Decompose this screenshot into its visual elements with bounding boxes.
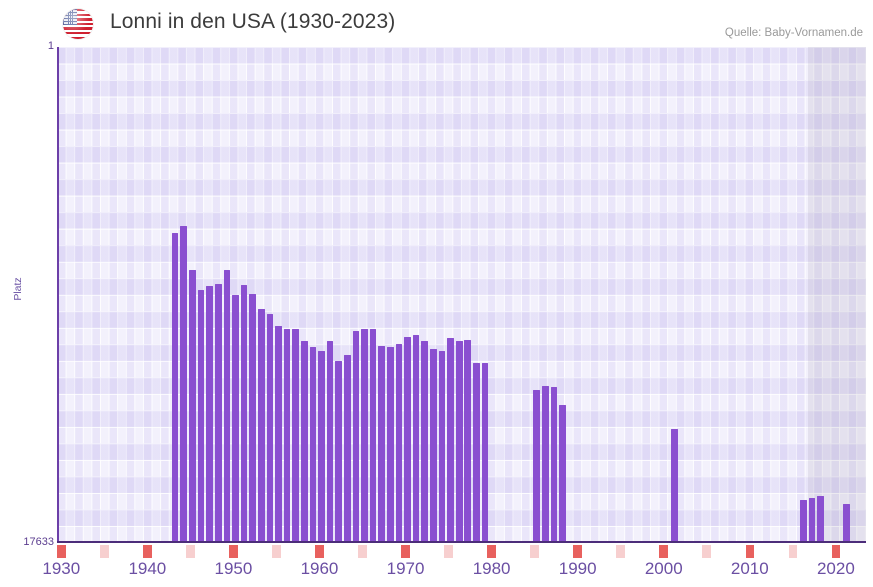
plot-gridlines xyxy=(57,47,866,543)
x-axis-label-2010: 2010 xyxy=(730,559,769,578)
x-tick-1980 xyxy=(487,545,496,558)
x-tick-1990 xyxy=(573,545,582,558)
bar-1959[interactable] xyxy=(309,346,317,543)
bar-1971[interactable] xyxy=(412,335,420,543)
bar-1967[interactable] xyxy=(378,346,386,543)
bar-1960[interactable] xyxy=(318,351,325,543)
bar-1965[interactable] xyxy=(361,329,368,543)
x-tick-1950 xyxy=(229,545,238,558)
bar-1952[interactable] xyxy=(249,293,256,543)
x-tick-1975 xyxy=(444,545,453,558)
source-label: Quelle: Baby-Vornamen.de xyxy=(724,27,863,39)
x-axis-label-1980: 1980 xyxy=(472,559,511,578)
bar-1973[interactable] xyxy=(430,349,437,543)
x-tick-2010 xyxy=(745,545,755,558)
bar-1976[interactable] xyxy=(455,341,463,543)
x-axis-label-1950: 1950 xyxy=(214,559,253,578)
x-axis-label-1970: 1970 xyxy=(386,559,425,578)
bar-1954[interactable] xyxy=(266,314,274,543)
bar-2018[interactable] xyxy=(817,495,824,543)
bar-1945[interactable] xyxy=(189,270,196,543)
bar-1986[interactable] xyxy=(541,386,549,543)
x-tick-1945 xyxy=(186,545,195,558)
bar-1958[interactable] xyxy=(300,340,308,543)
x-tick-2020 xyxy=(831,545,841,558)
x-axis-label-2020: 2020 xyxy=(816,559,855,578)
x-tick-1955 xyxy=(272,545,281,558)
bar-1968[interactable] xyxy=(387,346,394,543)
bar-series[interactable] xyxy=(57,47,866,543)
x-tick-1985 xyxy=(530,545,539,558)
bar-1977[interactable] xyxy=(464,340,472,543)
bar-1956[interactable] xyxy=(283,329,291,543)
bar-1969[interactable] xyxy=(395,343,403,543)
bar-1975[interactable] xyxy=(447,337,454,543)
bar-1953[interactable] xyxy=(257,309,265,543)
x-tick-1960 xyxy=(315,545,324,558)
x-axis-label-2000: 2000 xyxy=(644,559,683,578)
y-axis-top-tick: 1 xyxy=(47,40,54,52)
bar-1949[interactable] xyxy=(223,270,231,543)
chart-title: Lonni in den USA (1930-2023) xyxy=(110,10,396,33)
y-axis-title: Platz xyxy=(12,277,24,301)
bar-1957[interactable] xyxy=(292,328,299,543)
bar-1943[interactable] xyxy=(171,233,179,543)
x-tick-1940 xyxy=(143,545,152,558)
x-axis-line xyxy=(57,541,866,543)
x-axis-label-1940: 1940 xyxy=(128,559,167,578)
bar-1987[interactable] xyxy=(550,386,558,543)
x-tick-2015 xyxy=(788,545,798,558)
bar-2016[interactable] xyxy=(800,500,807,543)
bar-1955[interactable] xyxy=(275,326,282,543)
x-tick-1935 xyxy=(100,545,109,558)
bar-1951[interactable] xyxy=(240,285,248,543)
bar-1970[interactable] xyxy=(404,336,411,543)
x-axis-label-1930: 1930 xyxy=(42,559,81,578)
bar-1974[interactable] xyxy=(438,351,446,543)
x-axis-label-1960: 1960 xyxy=(300,559,339,578)
x-tick-2000 xyxy=(659,545,669,558)
bar-1985[interactable] xyxy=(533,390,540,543)
bar-1948[interactable] xyxy=(214,283,222,543)
bar-1961[interactable] xyxy=(326,341,334,543)
bar-1966[interactable] xyxy=(369,329,377,543)
y-axis-bottom-tick: 17633 xyxy=(23,536,54,548)
bar-1946[interactable] xyxy=(197,289,205,543)
x-axis-label-1990: 1990 xyxy=(558,559,597,578)
bar-1979[interactable] xyxy=(481,362,489,543)
us-flag-icon xyxy=(63,9,93,39)
bar-1988[interactable] xyxy=(559,405,566,543)
x-tick-2005 xyxy=(702,545,712,558)
bar-1978[interactable] xyxy=(473,362,480,543)
chart-header: Lonni in den USA (1930-2023) Quelle: Bab… xyxy=(0,0,873,47)
bar-1972[interactable] xyxy=(421,341,429,543)
x-tick-1965 xyxy=(358,545,367,558)
x-tick-1970 xyxy=(401,545,410,558)
bar-1962[interactable] xyxy=(335,360,343,543)
bar-1950[interactable] xyxy=(232,294,239,543)
bar-1944[interactable] xyxy=(180,226,188,543)
bar-1963[interactable] xyxy=(344,354,351,543)
bar-1947[interactable] xyxy=(206,286,213,543)
x-tick-1930 xyxy=(57,545,66,558)
y-axis-line xyxy=(57,47,59,543)
x-axis-tick-marks xyxy=(57,545,866,558)
bar-2017[interactable] xyxy=(808,497,816,543)
bar-2021[interactable] xyxy=(843,503,850,543)
bar-2001[interactable] xyxy=(671,429,678,543)
x-axis-labels: 1930 1940 1950 1960 1970 1980 1990 2000 2010 2020 xyxy=(0,559,873,587)
plot-area xyxy=(57,47,866,543)
x-tick-1995 xyxy=(616,545,625,558)
bar-1964[interactable] xyxy=(352,331,360,543)
